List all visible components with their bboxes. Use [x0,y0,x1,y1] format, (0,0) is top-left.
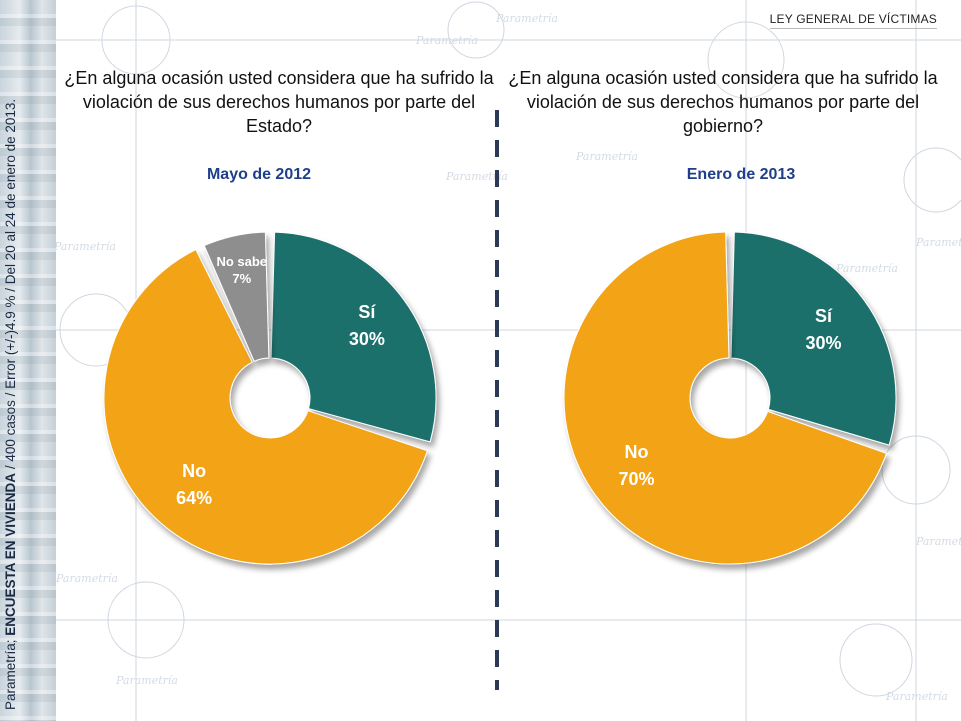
slice-category-label: Sí [358,302,376,323]
slice-category-label: No [624,441,649,462]
slice-label: Sí 30% [349,299,385,353]
slice-label: No 64% [176,458,212,512]
slice-no [103,248,429,565]
source-prefix: Parametría; [3,635,18,710]
left-decorative-strip [0,0,56,721]
slice-category-label: No sabe [216,254,268,270]
donut-chart-left: Sí 30% No 64% No sabe 7% [100,228,440,568]
dashed-divider [495,110,499,690]
slice-no-sabe [203,231,270,362]
survey-source-note: Parametría; ENCUESTA EN VIVIENDA / 400 c… [3,0,18,710]
svg-text:Parametría: Parametría [445,170,508,183]
period-left: Mayo de 2012 [206,166,312,183]
svg-text:Parametría: Parametría [915,236,961,249]
svg-text:Parametría: Parametría [115,674,178,687]
svg-text:Parametría: Parametría [56,240,116,253]
slice-label: No 70% [618,439,654,493]
slice-value-label: 30% [348,329,385,350]
slice-si [730,231,897,446]
svg-text:Parametría: Parametría [415,34,478,47]
svg-text:Parametría: Parametría [885,690,948,703]
slice-si [270,231,437,443]
slice-value-label: 30% [805,333,842,354]
header-title: LEY GENERAL DE VÍCTIMAS [769,12,937,29]
slice-label: Sí 30% [806,303,842,357]
svg-text:Parametría: Parametría [835,262,898,275]
source-survey-type: ENCUESTA EN VIVIENDA [3,472,18,636]
question-right: ¿En alguna ocasión usted considera que h… [508,68,938,136]
slice-value-label: 70% [618,468,655,489]
slice-category-label: No [182,461,207,482]
donut-svg [103,231,437,565]
slice-value-label: 64% [176,488,213,509]
svg-text:Parametría: Parametría [495,12,558,25]
svg-text:Parametría: Parametría [56,572,118,585]
donut-chart-right: Sí 30% No 70% [560,228,900,568]
slice-no [563,231,888,565]
svg-text:Parametría: Parametría [915,535,961,548]
slice-label: No sabe 7% [216,253,267,287]
source-suffix: / 400 casos / Error (+/-)4.9 % / Del 20 … [3,98,18,473]
question-left: ¿En alguna ocasión usted considera que h… [64,68,494,136]
slice-category-label: Sí [815,306,833,327]
donut-svg [563,231,897,565]
svg-text:Parametría: Parametría [575,150,638,163]
period-right: Enero de 2013 [686,166,796,183]
slice-value-label: 7% [232,271,252,287]
